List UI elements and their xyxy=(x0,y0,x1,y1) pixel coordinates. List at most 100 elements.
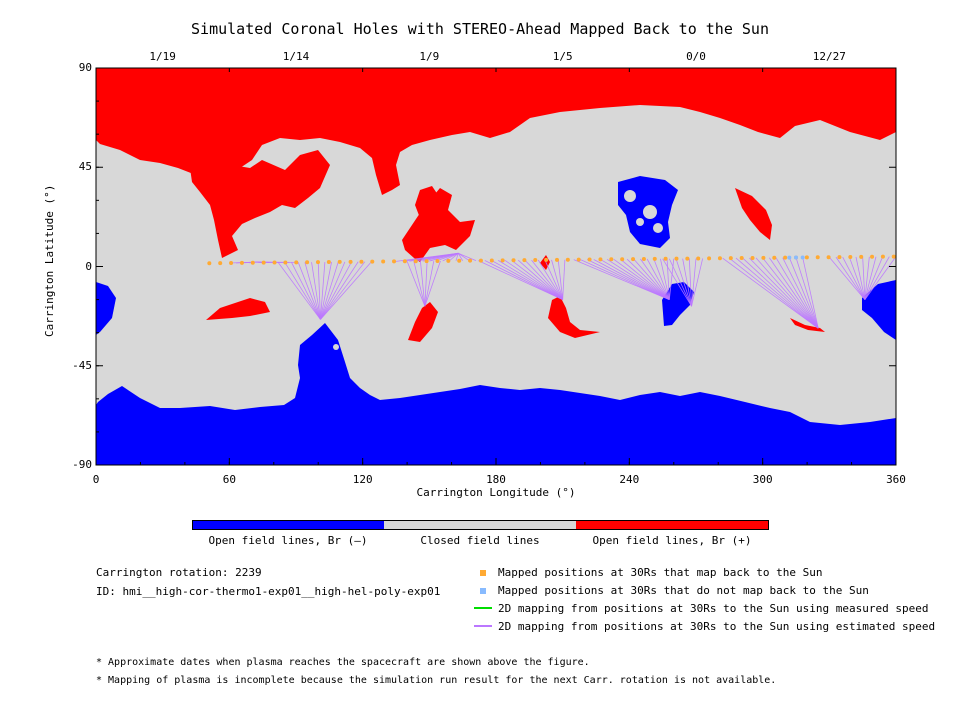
y-axis-label: Carrington Latitude (°) xyxy=(43,184,56,337)
mapped-point xyxy=(218,261,223,266)
closed-field-hole xyxy=(636,218,644,226)
unmapped-point xyxy=(787,255,792,260)
mapping-line xyxy=(304,262,321,320)
date-tick-label: 12/27 xyxy=(812,50,846,63)
x-tick-label: 180 xyxy=(486,473,506,486)
mapped-point xyxy=(891,254,896,259)
mapping-line xyxy=(653,258,670,300)
unmapped-point xyxy=(800,255,805,260)
legend-measured: 2D mapping from positions at 30Rs to the… xyxy=(498,602,929,615)
mapped-point xyxy=(707,256,712,261)
mapped-point xyxy=(783,255,788,260)
mapping-line xyxy=(742,257,819,329)
mapped-point xyxy=(652,256,657,261)
colorbar-frame xyxy=(192,520,769,530)
x-tick-label: 240 xyxy=(619,473,640,486)
closed-field-hole xyxy=(653,223,663,233)
legend-unmapped: Mapped positions at 30Rs that do not map… xyxy=(498,584,869,597)
unmapped-point xyxy=(794,255,798,260)
mapped-point xyxy=(457,258,462,263)
x-tick-label: 300 xyxy=(752,473,773,486)
mapped-point xyxy=(815,255,820,260)
mapped-point xyxy=(326,260,331,265)
mapping-line xyxy=(320,261,339,320)
mapping-line xyxy=(320,261,372,320)
colorbar-open-negative xyxy=(192,520,384,529)
mapping-line xyxy=(782,257,819,329)
mapped-point xyxy=(250,260,255,265)
mapped-point xyxy=(848,254,853,259)
mapped-point xyxy=(565,257,570,262)
mapping-line xyxy=(580,259,670,300)
open-positive-patch xyxy=(415,186,440,218)
mapped-point xyxy=(696,256,701,261)
open-positive-patch xyxy=(548,296,600,338)
mapping-line xyxy=(544,259,564,300)
mapped-point xyxy=(446,258,451,263)
mapped-point xyxy=(402,259,407,264)
mapped-point xyxy=(620,257,625,262)
mapping-line xyxy=(424,260,441,307)
date-tick-label: 1/9 xyxy=(419,50,440,63)
open-positive-patch xyxy=(735,188,772,240)
mapped-point xyxy=(468,258,473,263)
colorbar-label-closed: Closed field lines xyxy=(420,534,540,547)
run-id: ID: hmi__high-cor-thermo1-exp01__high-he… xyxy=(96,585,441,598)
mapping-line xyxy=(435,252,459,262)
legend-swatch-measured xyxy=(474,607,492,609)
mapped-point xyxy=(337,259,342,264)
mapping-line xyxy=(755,257,819,329)
mapping-line xyxy=(291,262,321,320)
mapped-point xyxy=(522,258,527,263)
mapping-line xyxy=(626,258,670,300)
mapped-point xyxy=(641,256,646,261)
mapped-point xyxy=(554,257,559,262)
mapped-point xyxy=(359,259,364,264)
mapped-point xyxy=(283,260,288,265)
mapping-line xyxy=(442,252,459,262)
mapped-point xyxy=(370,259,375,264)
mapped-point xyxy=(859,254,864,259)
mapped-point xyxy=(587,257,592,262)
y-tick-label: -90 xyxy=(72,458,92,471)
north-polar-open-positive xyxy=(96,68,896,195)
mapping-line xyxy=(600,259,670,300)
mapped-point xyxy=(392,259,397,264)
mapped-point xyxy=(685,256,690,261)
mapped-point xyxy=(761,255,766,260)
mapping-line xyxy=(722,257,819,329)
mapped-point xyxy=(435,258,440,263)
colorbar-open-positive xyxy=(576,520,768,529)
mapping-line xyxy=(586,259,670,300)
closed-field-hole xyxy=(333,344,339,350)
mapped-point xyxy=(511,258,516,263)
mapping-line xyxy=(668,258,675,300)
mapped-point xyxy=(424,259,429,264)
mapping-line xyxy=(675,258,692,307)
mapping-line xyxy=(855,256,866,300)
mapping-line xyxy=(277,262,321,320)
mapping-line xyxy=(537,259,564,300)
mapping-line xyxy=(633,258,670,300)
mapping-line xyxy=(762,257,819,329)
mapping-line xyxy=(668,258,692,307)
mapping-line xyxy=(424,260,435,307)
x-tick-label: 0 xyxy=(92,473,100,486)
x-tick-label: 360 xyxy=(886,473,906,486)
note-dates: * Approximate dates when plasma reaches … xyxy=(96,657,590,668)
closed-field-hole xyxy=(643,205,657,219)
mapping-line xyxy=(864,256,870,300)
legend-mapped: Mapped positions at 30Rs that map back t… xyxy=(498,566,823,579)
open-positive-patch xyxy=(408,302,438,342)
date-tick-label: 0/0 xyxy=(686,50,706,63)
mapped-point xyxy=(826,255,831,260)
date-tick-label: 1/14 xyxy=(282,50,310,63)
mapped-point xyxy=(739,256,744,261)
mapping-line xyxy=(557,259,564,300)
mapping-line xyxy=(573,259,670,300)
mapping-line xyxy=(864,256,897,300)
mapped-point xyxy=(381,259,386,264)
mapped-point xyxy=(207,261,212,266)
mapped-point xyxy=(870,254,875,259)
mapping-line xyxy=(691,258,704,307)
